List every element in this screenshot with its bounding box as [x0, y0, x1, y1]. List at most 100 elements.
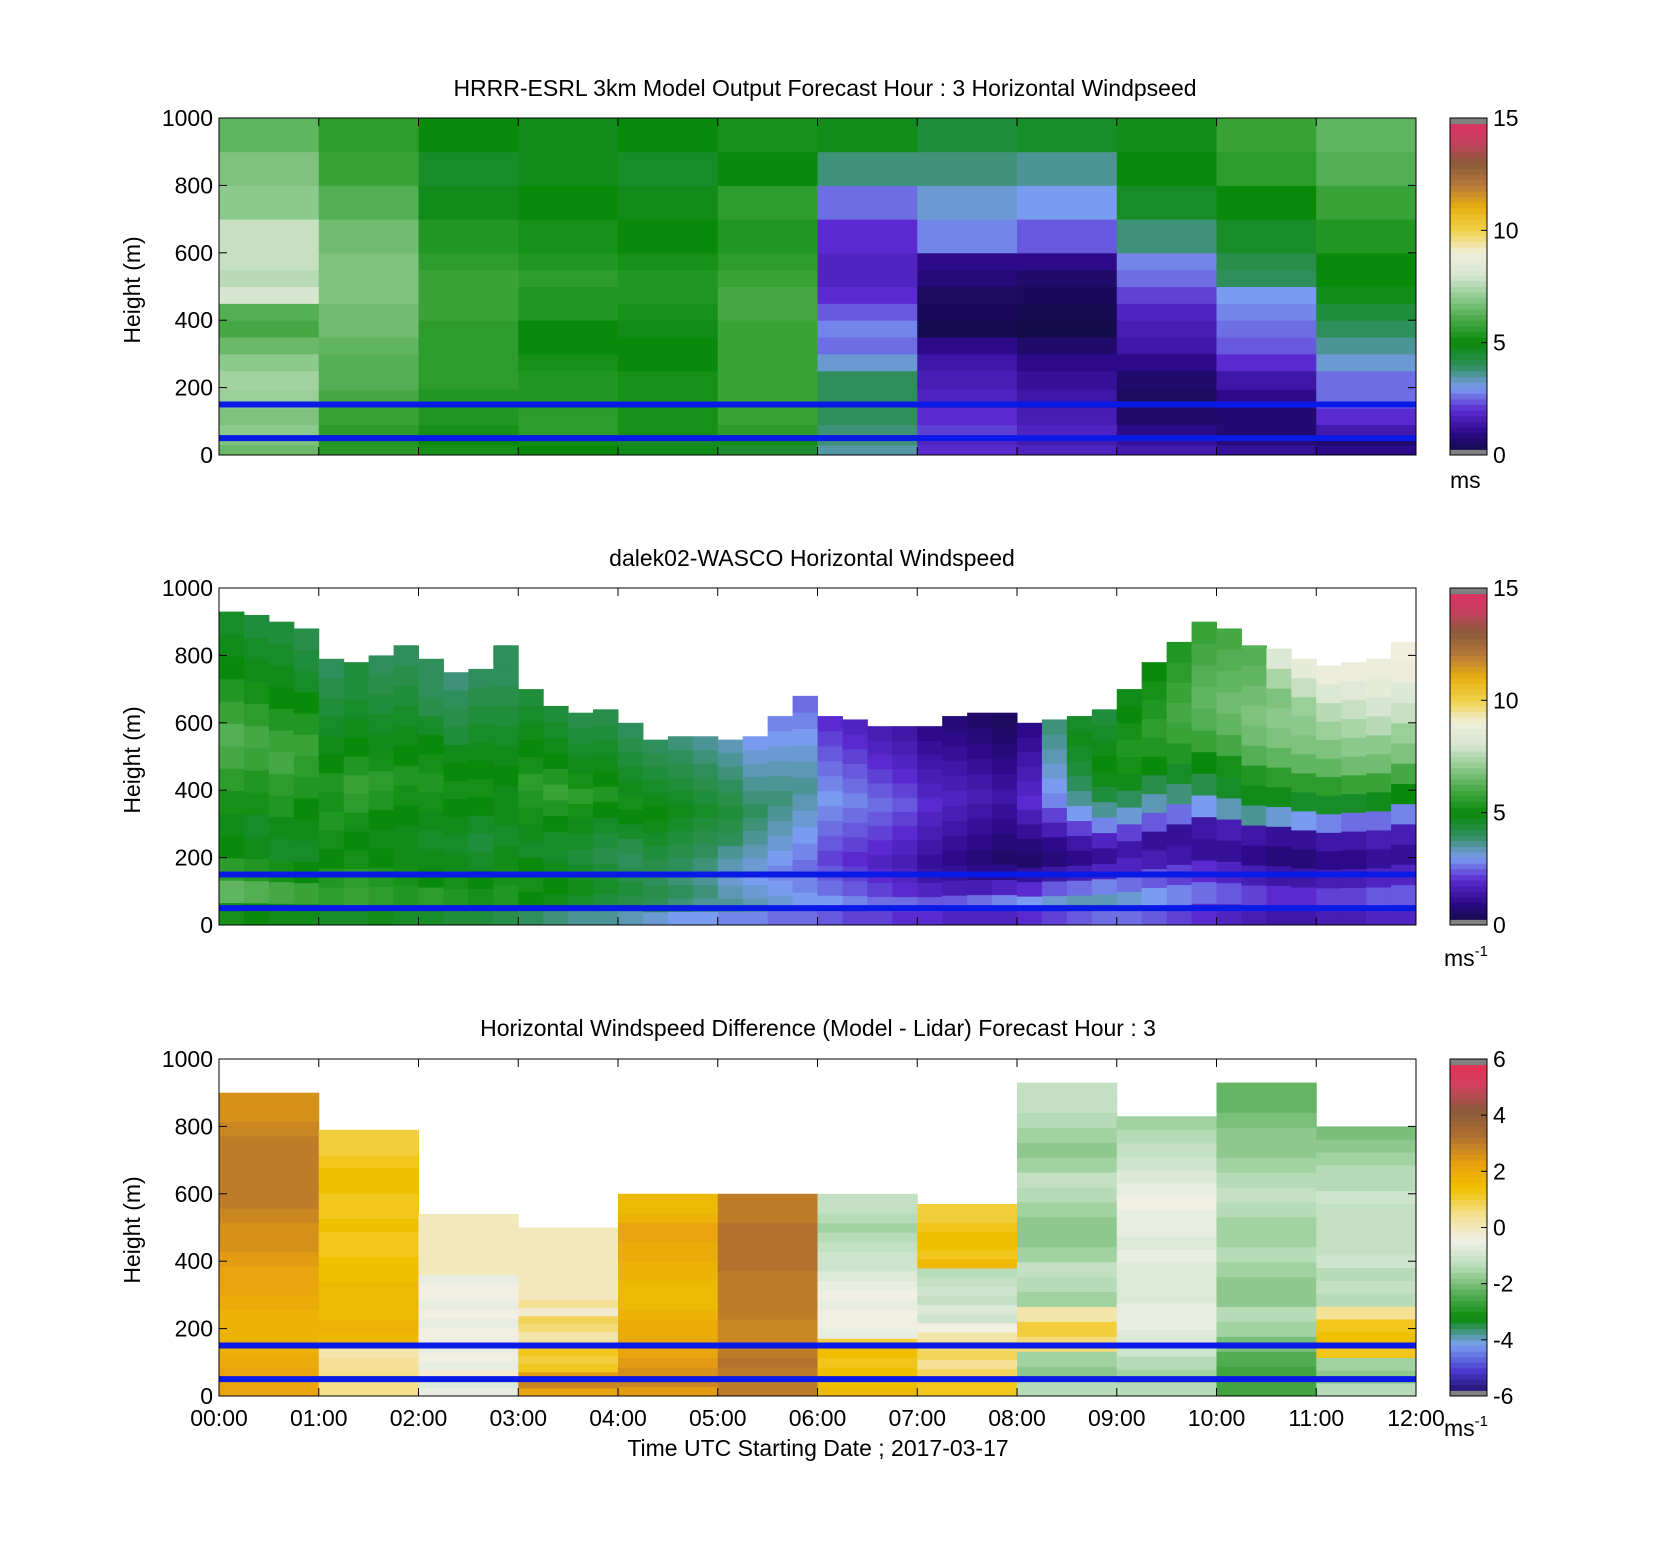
- heatmap-cell: [293, 840, 320, 862]
- colorbar-segment: [1450, 1064, 1487, 1071]
- heatmap-cell: [1116, 823, 1143, 842]
- heatmap-cell: [1116, 874, 1143, 892]
- heatmap-cell: [1141, 699, 1168, 719]
- heatmap-cell: [1141, 737, 1168, 757]
- heatmap-cell: [717, 1347, 818, 1358]
- colorbar-segment: [1450, 179, 1487, 186]
- heatmap-cell: [917, 444, 1018, 456]
- heatmap-cell: [917, 1359, 1018, 1370]
- heatmap-cell: [692, 749, 719, 764]
- colorbar-segment: [1450, 823, 1487, 831]
- heatmap-cell: [817, 353, 918, 372]
- heatmap-cell: [518, 118, 619, 153]
- heatmap-cell: [1116, 303, 1217, 321]
- heatmap-cell: [717, 353, 818, 372]
- heatmap-cell: [1017, 1127, 1118, 1143]
- heatmap-cell: [817, 910, 843, 926]
- heatmap-cell: [518, 840, 544, 859]
- heatmap-cell: [618, 320, 719, 338]
- heatmap-cell: [219, 1352, 320, 1368]
- heatmap-cell: [368, 847, 395, 868]
- heatmap-cell: [618, 1280, 719, 1291]
- heatmap-cell: [268, 621, 295, 644]
- heatmap-cell: [792, 744, 818, 762]
- heatmap-cell: [219, 1251, 320, 1267]
- heatmap-cell: [343, 756, 370, 776]
- heatmap-cell: [942, 760, 968, 777]
- heatmap-cell: [219, 1136, 320, 1151]
- heatmap-cell: [917, 1322, 1018, 1333]
- heatmap-cell: [219, 1266, 320, 1281]
- heatmap-cell: [1116, 739, 1143, 757]
- heatmap-cell: [618, 1251, 719, 1262]
- heatmap-cell: [468, 742, 494, 761]
- colorbar-segment: [1450, 1216, 1487, 1223]
- heatmap-cell: [1116, 424, 1217, 437]
- heatmap-cell: [1341, 756, 1367, 776]
- heatmap-cell: [692, 844, 719, 859]
- heatmap-cell: [1216, 320, 1317, 338]
- heatmap-cell: [1216, 1216, 1317, 1233]
- heatmap-cell: [219, 151, 320, 186]
- heatmap-cell: [1216, 219, 1317, 254]
- heatmap-cell: [493, 725, 519, 746]
- y-tick-label: 800: [175, 172, 213, 198]
- heatmap-cell: [767, 850, 794, 866]
- heatmap-cell: [1017, 1276, 1118, 1293]
- colorbar-tick-label: -2: [1493, 1271, 1513, 1297]
- heatmap-cell: [1017, 1246, 1118, 1263]
- heatmap-cell: [642, 819, 669, 833]
- heatmap-cell: [642, 805, 669, 820]
- heatmap-cell: [667, 763, 694, 778]
- colorbar-segment: [1450, 1109, 1487, 1116]
- heatmap-cell: [1366, 791, 1392, 812]
- heatmap-cell: [468, 796, 494, 816]
- heatmap-cell: [992, 773, 1018, 790]
- heatmap-cell: [1266, 826, 1292, 847]
- colorbar-segment: [1450, 123, 1487, 130]
- colorbar-segment: [1450, 1306, 1487, 1313]
- heatmap-cell: [1116, 407, 1217, 426]
- heatmap-cell: [418, 1266, 519, 1276]
- heatmap-cell: [1017, 838, 1043, 854]
- heatmap-cell: [892, 768, 918, 784]
- heatmap-cell: [917, 853, 943, 869]
- heatmap-cell: [518, 1355, 619, 1365]
- heatmap-cell: [692, 817, 719, 832]
- colorbar-segment: [1450, 717, 1487, 724]
- colorbar-segment: [1450, 393, 1487, 400]
- heatmap-cell: [318, 1167, 419, 1181]
- heatmap-cell: [1316, 832, 1342, 852]
- heatmap-cell: [1166, 803, 1193, 825]
- heatmap-cell: [1316, 1177, 1417, 1192]
- heatmap-cell: [618, 838, 644, 854]
- heatmap-cell: [1216, 407, 1317, 426]
- heatmap-cell: [642, 766, 669, 780]
- heatmap-cell: [318, 1256, 419, 1270]
- heatmap-cell: [742, 911, 769, 926]
- heatmap-cell: [293, 670, 320, 693]
- heatmap-cell: [1166, 823, 1193, 845]
- heatmap-cell: [618, 286, 719, 304]
- heatmap-cell: [817, 1193, 918, 1204]
- heatmap-cell: [1291, 753, 1317, 774]
- colorbar-segment: [1450, 252, 1487, 259]
- heatmap-cell: [318, 677, 345, 698]
- heatmap-cell: [792, 892, 818, 910]
- heatmap-cell: [318, 829, 345, 850]
- heatmap-cell: [219, 1237, 320, 1253]
- panel-difference-colorbar-unit: ms-1: [1444, 1413, 1488, 1441]
- heatmap-cell: [418, 370, 519, 390]
- heatmap-cell: [618, 269, 719, 287]
- colorbar-segment: [1450, 404, 1487, 411]
- colorbar-segment: [1450, 1193, 1487, 1200]
- panel-lidar-reference-lines: [219, 871, 1416, 912]
- heatmap-cell: [293, 713, 320, 735]
- colorbar-segment: [1450, 162, 1487, 170]
- heatmap-cell: [817, 805, 843, 822]
- heatmap-cell: [1366, 696, 1392, 717]
- heatmap-cell: [1366, 810, 1392, 831]
- heatmap-cell: [1341, 680, 1367, 701]
- heatmap-cell: [1316, 758, 1342, 778]
- heatmap-cell: [817, 1347, 918, 1358]
